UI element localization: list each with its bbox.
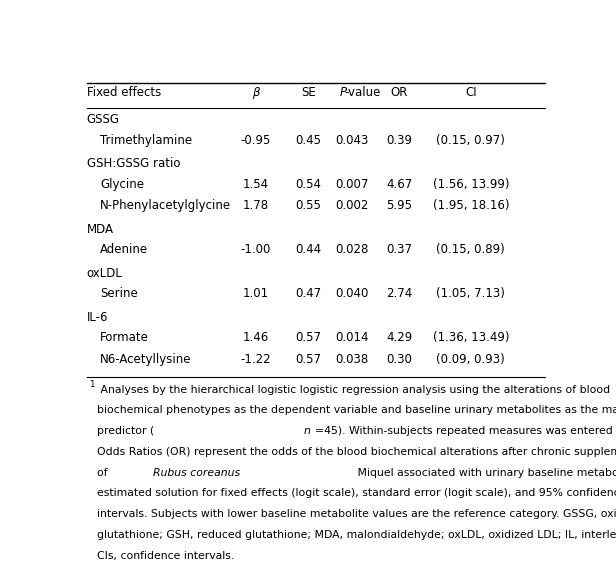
- Text: 0.57: 0.57: [296, 353, 322, 366]
- Text: 5.95: 5.95: [386, 200, 412, 212]
- Text: (0.15, 0.97): (0.15, 0.97): [436, 134, 505, 147]
- Text: Serine: Serine: [100, 287, 137, 300]
- Text: β: β: [253, 86, 260, 99]
- Text: P: P: [339, 86, 347, 99]
- Text: (1.95, 18.16): (1.95, 18.16): [432, 200, 509, 212]
- Text: oxLDL: oxLDL: [86, 267, 123, 280]
- Text: (0.15, 0.89): (0.15, 0.89): [437, 243, 505, 256]
- Text: Fixed effects: Fixed effects: [86, 86, 161, 99]
- Text: -1.00: -1.00: [241, 243, 271, 256]
- Text: Adenine: Adenine: [100, 243, 148, 256]
- Text: biochemical phenotypes as the dependent variable and baseline urinary metabolite: biochemical phenotypes as the dependent …: [97, 405, 616, 415]
- Text: 0.007: 0.007: [335, 178, 368, 191]
- Text: 0.39: 0.39: [386, 134, 412, 147]
- Text: Miquel associated with urinary baseline metabolite status. β, SE, and CI represe: Miquel associated with urinary baseline …: [354, 468, 616, 478]
- Text: IL-6: IL-6: [86, 311, 108, 324]
- Text: 1.54: 1.54: [243, 178, 269, 191]
- Text: 1: 1: [89, 380, 94, 389]
- Text: 0.014: 0.014: [334, 332, 368, 345]
- Text: 0.30: 0.30: [386, 353, 412, 366]
- Text: 0.002: 0.002: [335, 200, 368, 212]
- Text: glutathione; GSH, reduced glutathione; MDA, malondialdehyde; oxLDL, oxidized LDL: glutathione; GSH, reduced glutathione; M…: [97, 530, 616, 540]
- Text: (0.09, 0.93): (0.09, 0.93): [437, 353, 505, 366]
- Text: 0.038: 0.038: [335, 353, 368, 366]
- Text: N6-Acetyllysine: N6-Acetyllysine: [100, 353, 192, 366]
- Text: (1.05, 7.13): (1.05, 7.13): [436, 287, 505, 300]
- Text: estimated solution for fixed effects (logit scale), standard error (logit scale): estimated solution for fixed effects (lo…: [97, 488, 616, 498]
- Text: CIs, confidence intervals.: CIs, confidence intervals.: [97, 551, 234, 561]
- Text: (1.56, 13.99): (1.56, 13.99): [432, 178, 509, 191]
- Text: 0.55: 0.55: [296, 200, 322, 212]
- Text: 0.043: 0.043: [335, 134, 368, 147]
- Text: 0.028: 0.028: [335, 243, 368, 256]
- Text: OR: OR: [391, 86, 408, 99]
- Text: (1.36, 13.49): (1.36, 13.49): [432, 332, 509, 345]
- Text: of: of: [97, 468, 111, 478]
- Text: GSSG: GSSG: [86, 114, 120, 126]
- Text: n: n: [303, 426, 310, 436]
- Text: 0.54: 0.54: [296, 178, 322, 191]
- Text: 1.01: 1.01: [243, 287, 269, 300]
- Text: Formate: Formate: [100, 332, 149, 345]
- Text: Odds Ratios (OR) represent the odds of the blood biochemical alterations after c: Odds Ratios (OR) represent the odds of t…: [97, 447, 616, 457]
- Text: =45). Within-subjects repeated measures was entered into the model as a random e: =45). Within-subjects repeated measures …: [315, 426, 616, 436]
- Text: 0.44: 0.44: [296, 243, 322, 256]
- Text: Analyses by the hierarchical logistic logistic regression analysis using the alt: Analyses by the hierarchical logistic lo…: [97, 384, 610, 395]
- Text: 4.67: 4.67: [386, 178, 412, 191]
- Text: 1.46: 1.46: [243, 332, 269, 345]
- Text: 2.74: 2.74: [386, 287, 412, 300]
- Text: 0.57: 0.57: [296, 332, 322, 345]
- Text: MDA: MDA: [86, 223, 113, 236]
- Text: -1.22: -1.22: [241, 353, 271, 366]
- Text: Rubus coreanus: Rubus coreanus: [153, 468, 240, 478]
- Text: 0.040: 0.040: [335, 287, 368, 300]
- Text: SE: SE: [301, 86, 316, 99]
- Text: 0.47: 0.47: [296, 287, 322, 300]
- Text: predictor (: predictor (: [97, 426, 154, 436]
- Text: GSH:GSSG ratio: GSH:GSSG ratio: [86, 157, 180, 170]
- Text: Glycine: Glycine: [100, 178, 144, 191]
- Text: 0.45: 0.45: [296, 134, 322, 147]
- Text: 4.29: 4.29: [386, 332, 412, 345]
- Text: N-Phenylacetylglycine: N-Phenylacetylglycine: [100, 200, 231, 212]
- Text: 1.78: 1.78: [243, 200, 269, 212]
- Text: intervals. Subjects with lower baseline metabolite values are the reference cate: intervals. Subjects with lower baseline …: [97, 509, 616, 519]
- Text: -value: -value: [344, 86, 381, 99]
- Text: CI: CI: [465, 86, 477, 99]
- Text: 0.37: 0.37: [386, 243, 412, 256]
- Text: Trimethylamine: Trimethylamine: [100, 134, 192, 147]
- Text: -0.95: -0.95: [241, 134, 271, 147]
